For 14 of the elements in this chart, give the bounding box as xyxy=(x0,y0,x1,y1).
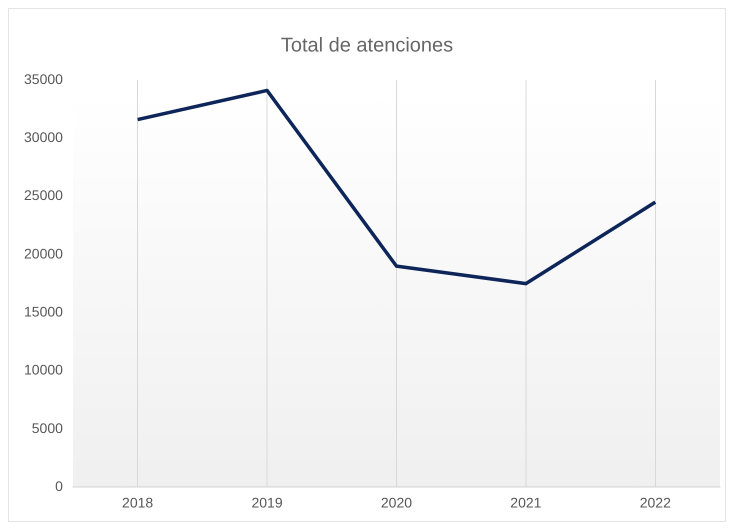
y-tick-label: 35000 xyxy=(24,70,64,87)
x-tick-label: 2021 xyxy=(510,494,542,510)
chart-title: Total de atenciones xyxy=(280,34,454,57)
y-tick-label: 5000 xyxy=(32,420,64,436)
y-tick-label: 0 xyxy=(55,478,64,494)
y-tick-label: 10000 xyxy=(24,362,64,378)
x-tick-label: 2022 xyxy=(640,494,672,510)
y-tick-label: 20000 xyxy=(24,245,64,262)
x-tick-label: 2018 xyxy=(122,494,154,510)
x-tick-label: 2019 xyxy=(251,494,283,510)
y-tick-label: 30000 xyxy=(24,129,64,146)
y-tick-label: 15000 xyxy=(24,304,64,320)
y-tick-label: 25000 xyxy=(24,187,64,204)
x-tick-label: 2020 xyxy=(380,494,412,510)
